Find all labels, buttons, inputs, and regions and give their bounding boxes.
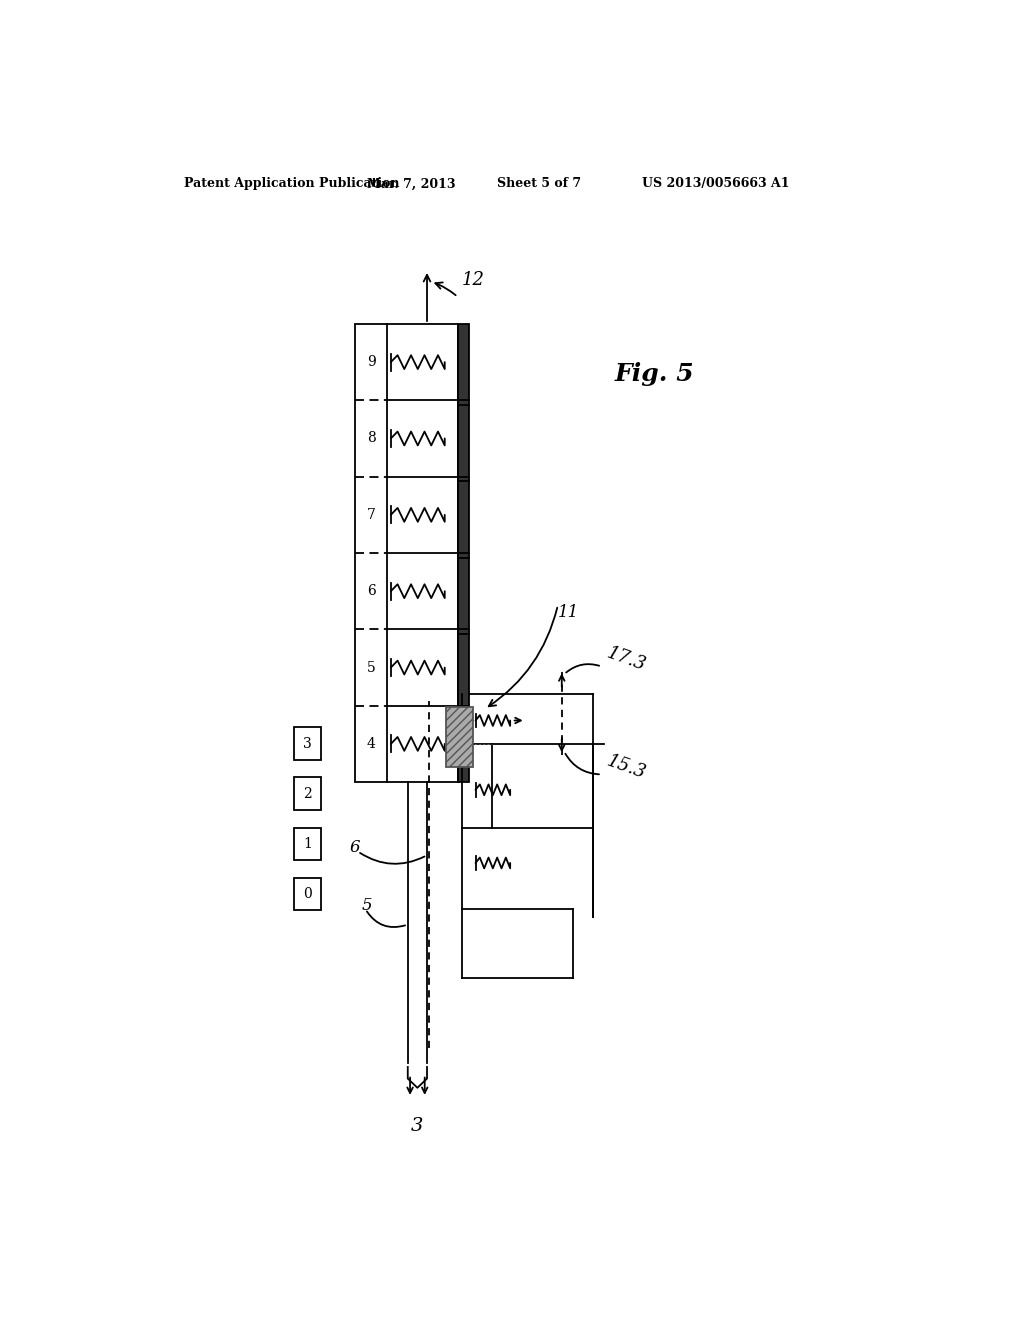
Text: 5: 5 (367, 660, 376, 675)
Text: 5: 5 (361, 896, 372, 913)
Text: 1: 1 (303, 837, 312, 850)
Text: 8: 8 (367, 432, 376, 445)
Text: 11: 11 (558, 605, 580, 622)
Text: 12: 12 (462, 272, 484, 289)
Bar (355, 323, 458, 781)
Text: 9: 9 (367, 355, 376, 370)
Text: Fig. 5: Fig. 5 (614, 362, 694, 385)
Text: 6: 6 (350, 840, 360, 857)
Text: 2: 2 (303, 787, 312, 801)
Bar (294, 727, 322, 760)
Text: US 2013/0056663 A1: US 2013/0056663 A1 (642, 177, 790, 190)
Text: 3: 3 (412, 1117, 424, 1135)
Text: 0: 0 (303, 887, 312, 900)
Text: 7: 7 (367, 508, 376, 521)
Bar (294, 828, 322, 859)
Bar (446, 708, 473, 767)
Text: Mar. 7, 2013: Mar. 7, 2013 (368, 177, 456, 190)
Text: Sheet 5 of 7: Sheet 5 of 7 (497, 177, 581, 190)
Bar (294, 878, 322, 909)
Text: 17.3: 17.3 (604, 644, 648, 675)
Text: 4: 4 (367, 737, 376, 751)
Text: 15.3: 15.3 (604, 751, 648, 781)
Bar (294, 777, 322, 810)
Text: Patent Application Publication: Patent Application Publication (184, 177, 400, 190)
Text: 3: 3 (303, 737, 312, 751)
Text: 6: 6 (367, 585, 376, 598)
Bar (458, 323, 469, 781)
